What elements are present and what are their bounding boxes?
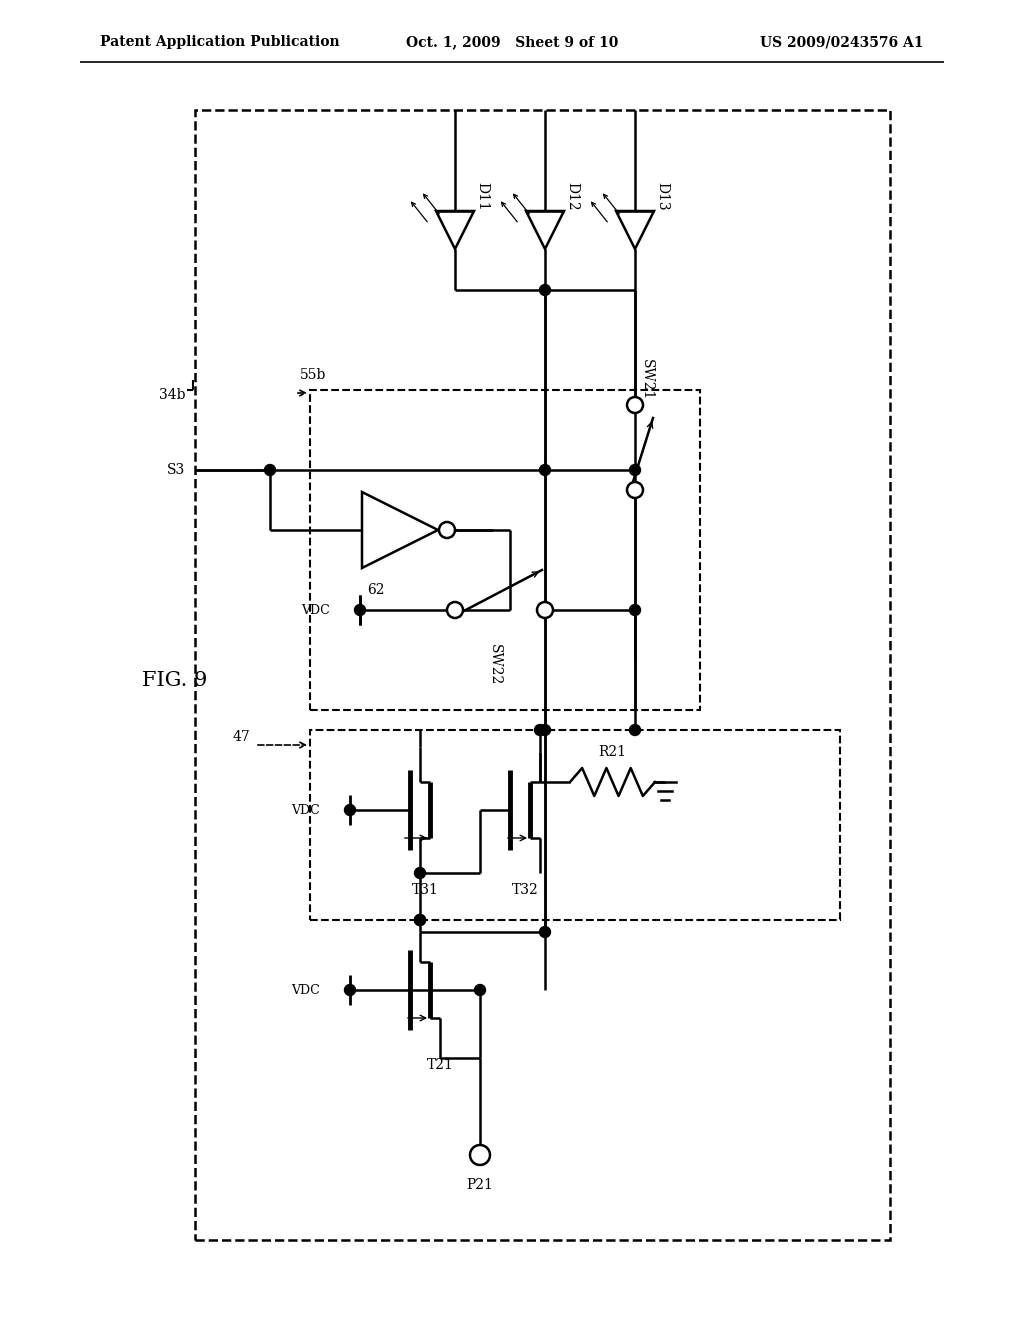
Circle shape <box>415 867 426 879</box>
Text: VDC: VDC <box>291 983 319 997</box>
Text: 62: 62 <box>367 583 384 597</box>
Circle shape <box>474 985 485 995</box>
Text: T32: T32 <box>512 883 539 898</box>
Circle shape <box>540 465 551 475</box>
Text: T31: T31 <box>412 883 438 898</box>
Text: R21: R21 <box>598 744 626 759</box>
Circle shape <box>535 725 546 735</box>
Circle shape <box>447 602 463 618</box>
Bar <box>310 730 840 920</box>
Circle shape <box>630 465 640 475</box>
Text: FIG. 9: FIG. 9 <box>142 671 208 689</box>
Text: Patent Application Publication: Patent Application Publication <box>100 36 340 49</box>
Text: D12: D12 <box>565 182 579 210</box>
Circle shape <box>354 605 366 615</box>
Text: VDC: VDC <box>291 804 319 817</box>
Text: US 2009/0243576 A1: US 2009/0243576 A1 <box>761 36 924 49</box>
Text: 55b: 55b <box>300 368 327 381</box>
Text: S3: S3 <box>167 463 185 477</box>
Circle shape <box>415 915 426 925</box>
Circle shape <box>264 465 275 475</box>
Bar <box>195 110 890 1239</box>
Text: P21: P21 <box>467 1177 494 1192</box>
Text: SW22: SW22 <box>488 644 502 685</box>
Circle shape <box>627 397 643 413</box>
Circle shape <box>540 725 551 735</box>
Text: VDC: VDC <box>301 603 330 616</box>
Circle shape <box>627 482 643 498</box>
Circle shape <box>537 602 553 618</box>
Text: SW21: SW21 <box>640 359 654 401</box>
Text: T21: T21 <box>427 1059 454 1072</box>
Circle shape <box>630 605 640 615</box>
Circle shape <box>540 927 551 937</box>
Text: D11: D11 <box>475 182 489 210</box>
Text: 47: 47 <box>232 730 250 744</box>
Circle shape <box>344 985 355 995</box>
Circle shape <box>344 804 355 816</box>
Circle shape <box>415 915 426 925</box>
Circle shape <box>630 725 640 735</box>
Bar <box>310 389 700 710</box>
Text: Oct. 1, 2009   Sheet 9 of 10: Oct. 1, 2009 Sheet 9 of 10 <box>406 36 618 49</box>
Text: 34b: 34b <box>159 388 185 403</box>
Circle shape <box>540 285 551 296</box>
Circle shape <box>470 1144 490 1166</box>
Text: D13: D13 <box>655 182 669 210</box>
Circle shape <box>439 521 455 539</box>
